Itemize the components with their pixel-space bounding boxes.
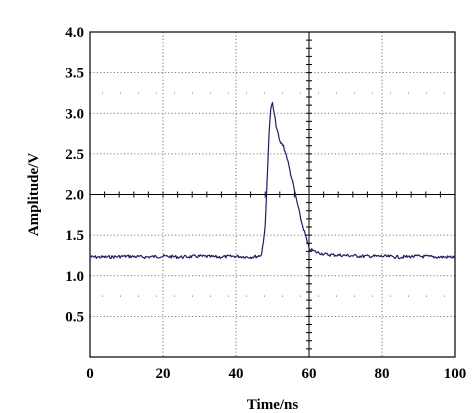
x-tick-label: 20 [156,366,171,382]
y-tick-label: 2.5 [65,147,84,163]
y-axis-title: Amplitude/V [26,153,42,237]
grid-lines [90,32,455,357]
x-tick-label: 100 [444,366,467,382]
x-tick-label: 80 [375,366,390,382]
y-tick-label: 1.0 [65,269,84,285]
signal-series-line [89,101,456,260]
x-axis-title: Time/ns [247,397,299,413]
y-tick-label: 4.0 [65,25,84,41]
marks-layer [89,31,456,358]
y-tick-label: 3.0 [65,106,84,122]
x-tick-label: 60 [302,366,317,382]
y-tick-label: 3.5 [65,66,84,82]
x-tick-label: 0 [86,366,94,382]
y-tick-label: 2.0 [65,188,84,204]
y-tick-label: 0.5 [65,309,84,325]
tick-labels: 0 20 40 60 80 100 0.5 1.0 1.5 2.0 2.5 3.0 3.5 4.0 [65,25,466,382]
x-tick-label: 40 [229,366,244,382]
plot-frame [89,31,456,358]
y-tick-label: 1.5 [65,228,84,244]
